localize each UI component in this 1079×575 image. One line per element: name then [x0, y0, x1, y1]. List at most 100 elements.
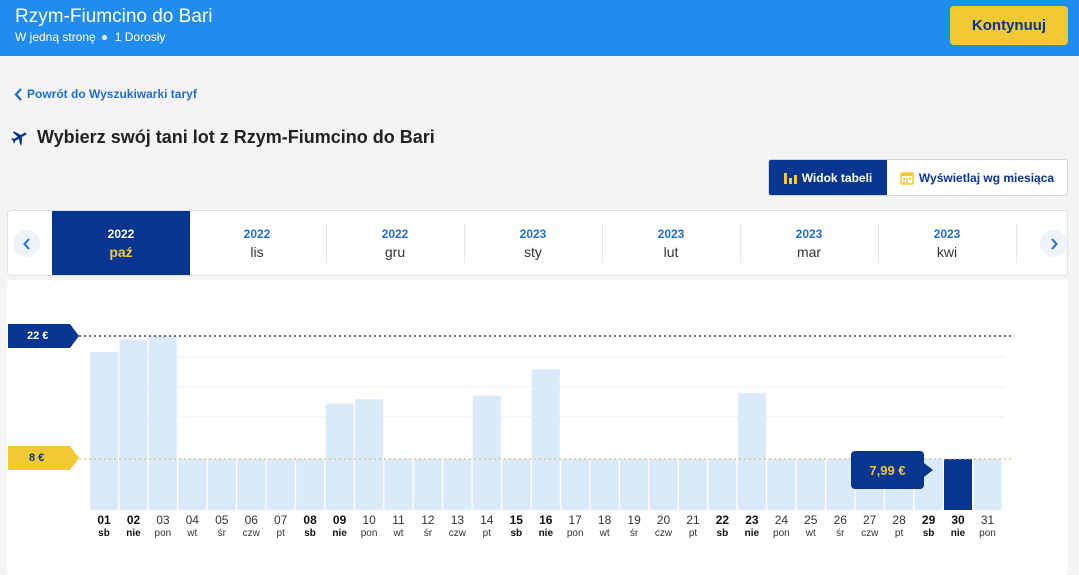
trip-type: W jedną stronę	[15, 30, 96, 44]
price-bar-11[interactable]	[384, 459, 413, 510]
day-label-26[interactable]: 26 śr	[826, 513, 854, 539]
month-tab-1[interactable]: 2022 lis	[188, 211, 326, 275]
month-view-button[interactable]: Wyświetlaj wg miesiąca	[887, 160, 1067, 195]
price-bar-20[interactable]	[649, 459, 678, 510]
price-bar-31[interactable]	[973, 459, 1002, 510]
day-label-15[interactable]: 15 sb	[502, 513, 530, 539]
back-to-search-link[interactable]: Powrót do Wyszukiwarki taryf	[14, 87, 197, 101]
day-label-24[interactable]: 24 pon	[767, 513, 795, 539]
month-tab-4[interactable]: 2023 lut	[602, 211, 740, 275]
month-carousel: 2022 paź 2022 lis 2022 gru 2023 sty 2023…	[7, 210, 1068, 276]
day-label-30[interactable]: 30 nie	[944, 513, 972, 539]
month-name: paź	[109, 244, 133, 260]
day-label-25[interactable]: 25 wt	[797, 513, 825, 539]
month-tab-3[interactable]: 2023 sty	[464, 211, 602, 275]
continue-button[interactable]: Kontynuuj	[950, 6, 1068, 45]
month-divider	[326, 224, 327, 263]
day-number: 19	[627, 513, 641, 527]
day-label-05[interactable]: 05 śr	[208, 513, 236, 539]
price-bar-05[interactable]	[207, 459, 236, 510]
day-weekday: pon	[360, 528, 378, 539]
price-bar-10[interactable]	[355, 399, 384, 510]
day-label-27[interactable]: 27 czw	[856, 513, 884, 539]
month-year: 2022	[107, 227, 135, 241]
next-months-button[interactable]	[1040, 230, 1067, 257]
prev-months-button[interactable]	[13, 230, 40, 257]
price-bar-09[interactable]	[325, 403, 354, 510]
day-label-09[interactable]: 09 nie	[326, 513, 354, 539]
price-bar-15[interactable]	[502, 459, 531, 510]
day-label-11[interactable]: 11 wt	[385, 513, 413, 539]
price-bar-07[interactable]	[266, 459, 295, 510]
price-bar-13[interactable]	[443, 459, 472, 510]
price-bar-21[interactable]	[679, 459, 707, 510]
price-bar-16[interactable]	[531, 369, 560, 510]
price-bar-18[interactable]	[590, 459, 619, 510]
day-label-07[interactable]: 07 pt	[267, 513, 295, 539]
price-bar-26[interactable]	[826, 459, 855, 510]
price-bar-22[interactable]	[708, 459, 737, 510]
price-bar-03[interactable]	[148, 336, 177, 510]
bar-chart-icon	[783, 173, 797, 184]
day-number: 24	[774, 513, 789, 527]
min-price-marker: 8 €	[29, 452, 45, 464]
page-title: Wybierz swój tani lot z Rzym-Fiumcino do…	[10, 127, 435, 148]
day-label-08[interactable]: 08 sb	[296, 513, 324, 539]
chevron-left-icon	[14, 87, 22, 101]
day-label-13[interactable]: 13 czw	[443, 513, 471, 539]
day-label-12[interactable]: 12 śr	[414, 513, 442, 539]
table-view-button[interactable]: Widok tabeli	[769, 160, 887, 195]
price-bar-12[interactable]	[413, 459, 442, 510]
day-label-22[interactable]: 22 sb	[708, 513, 736, 539]
trip-summary: W jedną stronę 1 Dorosły	[15, 30, 165, 44]
day-label-17[interactable]: 17 pon	[561, 513, 589, 539]
month-divider	[878, 224, 879, 263]
month-tab-5[interactable]: 2023 mar	[740, 211, 878, 275]
month-year: 2023	[795, 227, 823, 241]
day-label-23[interactable]: 23 nie	[738, 513, 766, 539]
price-bar-30[interactable]	[944, 459, 972, 510]
price-bar-14[interactable]	[472, 395, 501, 510]
price-bar-24[interactable]	[767, 459, 796, 510]
max-price-tag-shape	[8, 324, 79, 348]
day-label-02[interactable]: 02 nie	[120, 513, 148, 539]
max-price-marker: 22 €	[27, 330, 49, 342]
price-bar-06[interactable]	[237, 459, 266, 510]
day-label-10[interactable]: 10 pon	[355, 513, 383, 539]
price-bar-04[interactable]	[178, 459, 207, 510]
price-bar-19[interactable]	[620, 459, 649, 510]
top-header: Rzym-Fiumcino do Bari W jedną stronę 1 D…	[0, 0, 1079, 56]
month-tab-0[interactable]: 2022 paź	[52, 211, 190, 275]
table-view-label: Widok tabeli	[801, 170, 873, 185]
day-weekday: nie	[538, 528, 554, 539]
day-label-01[interactable]: 01 sb	[90, 513, 118, 539]
month-tab-2[interactable]: 2022 gru	[326, 211, 464, 275]
day-label-04[interactable]: 04 wt	[178, 513, 206, 539]
price-bar-01[interactable]	[90, 351, 118, 510]
day-label-28[interactable]: 28 pt	[885, 513, 913, 539]
day-label-18[interactable]: 18 wt	[591, 513, 619, 539]
day-weekday: wt	[187, 528, 198, 539]
price-bar-23[interactable]	[737, 393, 766, 510]
price-bar-08[interactable]	[296, 459, 325, 510]
day-label-14[interactable]: 14 pt	[473, 513, 501, 539]
price-bar-17[interactable]	[561, 459, 590, 510]
passenger-count: 1 Dorosły	[114, 30, 166, 44]
day-number: 20	[656, 513, 671, 527]
price-bar-02[interactable]	[119, 339, 148, 511]
price-bar-25[interactable]	[796, 459, 825, 510]
day-label-20[interactable]: 20 czw	[650, 513, 678, 539]
day-label-16[interactable]: 16 nie	[532, 513, 560, 539]
day-label-21[interactable]: 21 pt	[679, 513, 707, 539]
day-label-31[interactable]: 31 pon	[974, 513, 1002, 539]
day-label-03[interactable]: 03 pon	[149, 513, 177, 539]
day-number: 21	[686, 513, 700, 527]
day-label-19[interactable]: 19 śr	[620, 513, 648, 539]
month-tab-6[interactable]: 2023 kwi	[878, 211, 1016, 275]
day-weekday: czw	[654, 528, 673, 539]
day-label-29[interactable]: 29 sb	[915, 513, 943, 539]
view-toggle: Widok tabeli Wyświetlaj wg miesiąca	[768, 159, 1068, 196]
day-label-06[interactable]: 06 czw	[237, 513, 265, 539]
day-number: 15	[509, 513, 523, 527]
min-price-tag-shape	[8, 446, 79, 470]
